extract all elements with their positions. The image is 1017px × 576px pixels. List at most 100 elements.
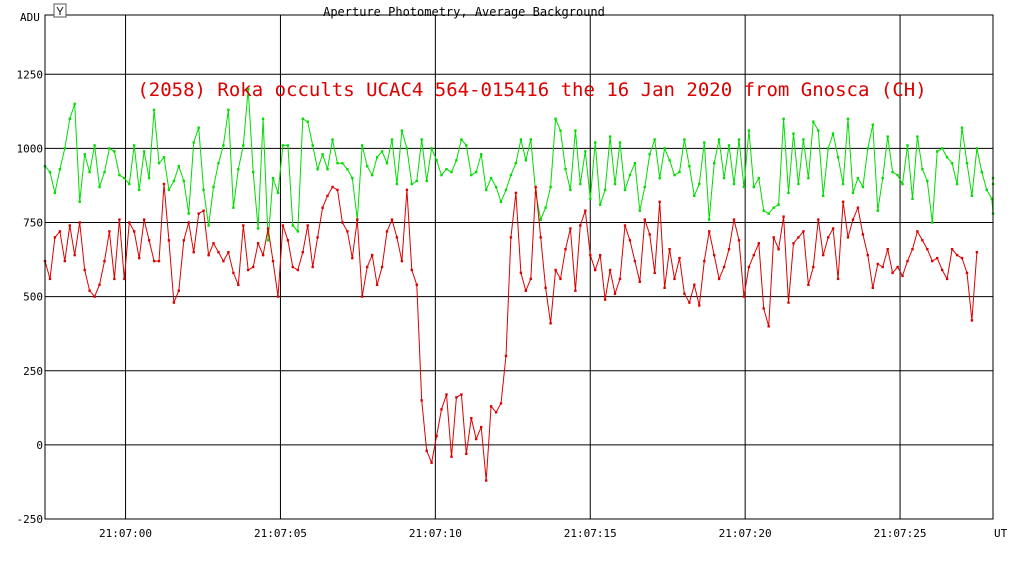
data-point <box>529 277 532 281</box>
data-point <box>405 188 409 192</box>
data-point <box>579 182 582 186</box>
data-point <box>970 194 974 197</box>
data-point <box>271 259 275 263</box>
data-point <box>142 150 146 153</box>
data-point <box>777 248 780 251</box>
data-point <box>98 283 101 286</box>
data-point <box>336 162 339 165</box>
data-point <box>881 176 884 180</box>
data-point <box>876 209 879 212</box>
data-point <box>544 206 547 209</box>
data-point <box>435 434 438 438</box>
data-point <box>688 301 691 304</box>
data-point <box>599 203 602 206</box>
data-point <box>851 191 855 195</box>
data-point <box>197 212 200 215</box>
data-point <box>713 253 716 257</box>
data-point <box>480 425 483 429</box>
data-point <box>147 239 151 242</box>
data-point <box>296 230 299 233</box>
data-point <box>574 129 577 132</box>
data-point <box>911 197 914 200</box>
data-point <box>242 144 245 147</box>
x-tick-label: 21:07:00 <box>99 527 152 540</box>
data-point <box>762 307 765 310</box>
data-point <box>698 304 701 307</box>
data-point <box>187 221 190 224</box>
x-tick-label: 21:07:15 <box>564 527 617 540</box>
data-point <box>202 209 205 212</box>
data-point <box>123 176 126 180</box>
data-point <box>98 185 101 189</box>
x-tick-label: 21:07:10 <box>409 527 462 540</box>
data-point <box>440 173 443 177</box>
data-point <box>886 135 889 138</box>
data-point <box>400 259 404 263</box>
data-point <box>594 141 597 144</box>
data-point <box>678 256 681 260</box>
data-point <box>177 289 180 292</box>
data-point <box>88 170 91 174</box>
data-point <box>455 159 458 162</box>
data-point <box>192 251 195 254</box>
data-point <box>445 393 448 396</box>
data-point <box>73 102 76 106</box>
data-point <box>435 159 438 162</box>
data-point <box>673 173 676 177</box>
data-point <box>757 176 760 180</box>
data-point <box>133 230 136 233</box>
data-point <box>901 182 904 186</box>
data-point <box>941 268 944 272</box>
data-point <box>351 256 354 260</box>
data-point <box>232 206 235 209</box>
data-point <box>693 283 696 286</box>
data-point <box>871 123 874 126</box>
data-point <box>108 147 111 150</box>
data-point <box>385 162 389 165</box>
data-point <box>53 236 57 239</box>
data-point <box>261 253 265 257</box>
data-point <box>856 176 860 180</box>
data-point <box>306 120 309 123</box>
data-point <box>643 185 646 189</box>
y-tick-label: 250 <box>23 365 43 378</box>
x-tick-label: 21:07:05 <box>254 527 307 540</box>
data-point <box>975 147 979 150</box>
data-point <box>410 182 413 186</box>
data-point <box>861 233 865 236</box>
data-point <box>162 156 166 159</box>
data-point <box>247 87 250 91</box>
data-point <box>138 256 141 260</box>
data-point <box>138 188 141 192</box>
y-tick-label: 500 <box>23 291 43 304</box>
data-point <box>281 224 285 227</box>
data-point <box>103 170 106 174</box>
data-point <box>703 259 706 263</box>
data-point <box>301 251 304 254</box>
data-point <box>420 138 423 141</box>
data-point <box>608 135 612 138</box>
data-point <box>603 298 607 301</box>
data-point <box>618 277 622 281</box>
data-point <box>133 144 136 147</box>
data-point <box>276 295 280 298</box>
data-point <box>88 289 91 292</box>
data-point <box>222 144 225 147</box>
x-tick-label: 21:07:25 <box>874 527 927 540</box>
data-point <box>623 188 627 192</box>
data-point <box>266 239 270 242</box>
data-point <box>579 224 582 227</box>
data-point <box>891 170 894 174</box>
data-point <box>911 248 914 251</box>
data-point <box>514 162 518 165</box>
data-point <box>841 182 845 186</box>
data-point <box>965 271 969 275</box>
data-point <box>182 239 185 242</box>
data-point <box>936 150 939 153</box>
data-point <box>361 144 364 147</box>
data-point <box>737 239 741 242</box>
data-point <box>395 182 399 186</box>
data-point <box>827 147 830 150</box>
data-point <box>83 268 86 272</box>
